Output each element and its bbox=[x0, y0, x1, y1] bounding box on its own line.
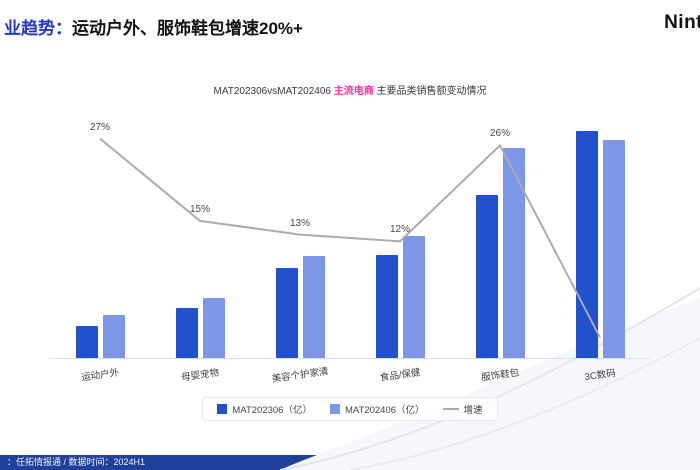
growth-rate-label: 26% bbox=[489, 128, 511, 140]
page-title-accent: 业趋势： bbox=[4, 19, 72, 38]
chart-title-highlight: 主流电商 bbox=[333, 86, 374, 97]
category-label: 食品/保健 bbox=[379, 367, 422, 384]
legend-swatch-dark-icon bbox=[217, 404, 228, 414]
bar-mat202306 bbox=[475, 195, 498, 358]
bar-group bbox=[450, 118, 550, 358]
chart-title: MAT202306vsMAT202406 主流电商 主要品类销售额变动情况 bbox=[213, 86, 487, 97]
bar-group bbox=[50, 118, 150, 358]
bar-mat202406 bbox=[202, 298, 225, 358]
legend-label: MAT202406（亿） bbox=[344, 405, 425, 416]
category-label: 3C数码 bbox=[584, 367, 617, 384]
legend-item-mat202406: MAT202406（亿） bbox=[329, 402, 425, 416]
bar-mat202406 bbox=[402, 236, 425, 358]
category-label: 美容个护家清 bbox=[271, 366, 330, 385]
chart: 27% 15% 13% 12% 26% 运动户外 母婴宠物 美容个护家清 食品/保健 服饰鞋包 3… bbox=[50, 118, 650, 421]
page-title: 业趋势：运动户外、服饰鞋包增速20%+ bbox=[4, 14, 303, 39]
growth-rate-label: 12% bbox=[389, 224, 411, 236]
footer-source-text: ：任拓情报通 / 数据时间：2024H1 bbox=[7, 457, 146, 467]
category-label: 运动户外 bbox=[80, 367, 120, 384]
bar-mat202406 bbox=[502, 148, 525, 358]
growth-rate-label: 27% bbox=[89, 121, 111, 133]
chart-legend: MAT202306（亿） MAT202406（亿） 增速 bbox=[202, 397, 498, 421]
bar-group bbox=[150, 118, 250, 358]
category-label: 母婴宠物 bbox=[180, 367, 220, 384]
category-axis: 运动户外 母婴宠物 美容个护家清 食品/保健 服饰鞋包 3C数码 bbox=[50, 366, 650, 385]
plot-area: 27% 15% 13% 12% 26% bbox=[50, 118, 650, 359]
brand-logo: Nint bbox=[664, 12, 700, 33]
legend-item-growth: 增速 bbox=[442, 402, 483, 416]
bar-mat202306 bbox=[275, 268, 298, 358]
growth-rate-label: 15% bbox=[189, 203, 211, 215]
bar-mat202406 bbox=[102, 315, 125, 358]
legend-swatch-light-icon bbox=[329, 404, 340, 414]
category-label: 服饰鞋包 bbox=[480, 367, 520, 384]
bar-mat202306 bbox=[575, 131, 598, 358]
bar-mat202306 bbox=[75, 326, 98, 358]
page-title-main: 运动户外、服饰鞋包增速20%+ bbox=[72, 19, 303, 38]
bar-mat202306 bbox=[375, 255, 398, 358]
bar-groups bbox=[50, 118, 650, 358]
bar-mat202406 bbox=[302, 256, 325, 358]
bar-mat202306 bbox=[175, 308, 198, 358]
bar-mat202406 bbox=[602, 140, 625, 358]
bar-group bbox=[250, 118, 350, 358]
growth-rate-label: 13% bbox=[289, 217, 311, 229]
legend-item-mat202306: MAT202306（亿） bbox=[217, 402, 312, 416]
legend-label: 增速 bbox=[463, 405, 483, 416]
footer-bar: ：任拓情报通 / 数据时间：2024H1 bbox=[0, 455, 700, 470]
bar-group bbox=[350, 118, 450, 358]
legend-label: MAT202306（亿） bbox=[232, 405, 312, 416]
bar-group bbox=[550, 118, 650, 358]
legend-line-icon bbox=[442, 408, 459, 410]
